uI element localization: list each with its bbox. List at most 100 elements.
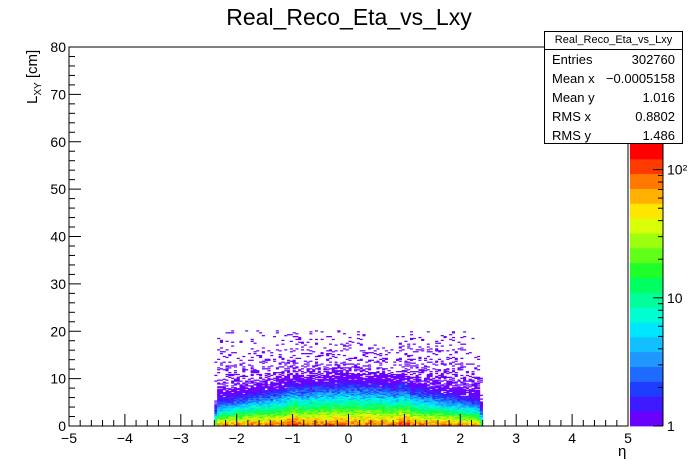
- heatmap-cell: [242, 382, 245, 383]
- heatmap-cell: [452, 374, 455, 375]
- heatmap-cell: [251, 365, 254, 366]
- heatmap-cell: [362, 352, 365, 353]
- heatmap-cell: [315, 364, 318, 365]
- heatmap-cell: [449, 388, 452, 389]
- heatmap-cell: [399, 371, 402, 372]
- heatmap-cell: [309, 375, 312, 376]
- heatmap-cell: [396, 374, 399, 375]
- heatmap-cell: [343, 362, 346, 363]
- heatmap-cell: [273, 359, 276, 360]
- heatmap-cell: [226, 390, 229, 391]
- heatmap-cell: [441, 393, 444, 394]
- heatmap-cell: [374, 357, 377, 358]
- heatmap-cell: [418, 377, 421, 378]
- heatmap-cell: [416, 366, 419, 367]
- heatmap-cell: [449, 339, 452, 340]
- heatmap-cell: [321, 377, 324, 378]
- heatmap-cell: [349, 345, 352, 346]
- heatmap-cell: [284, 364, 287, 365]
- heatmap-cell: [390, 379, 393, 380]
- heatmap-cell: [349, 367, 352, 368]
- heatmap-cell: [446, 350, 449, 351]
- heatmap-cell: [217, 372, 220, 373]
- heatmap-cell: [312, 373, 315, 374]
- heatmap-cell: [410, 371, 413, 372]
- heatmap-cell: [287, 370, 290, 371]
- heatmap-cell: [432, 380, 435, 381]
- heatmap-cell: [312, 369, 315, 370]
- heatmap-cell: [365, 376, 368, 377]
- heatmap-cell: [293, 332, 296, 333]
- heatmap-cell: [220, 395, 223, 396]
- heatmap-cell: [256, 370, 259, 371]
- heatmap-cell: [424, 378, 427, 379]
- heatmap-cell: [267, 350, 270, 351]
- heatmap-cell: [396, 352, 399, 353]
- heatmap-cell: [231, 352, 234, 353]
- heatmap-cell: [284, 376, 287, 377]
- heatmap-cell: [449, 345, 452, 346]
- heatmap-cell: [438, 385, 441, 386]
- heatmap-cell: [430, 390, 433, 391]
- heatmap-cell: [326, 381, 329, 382]
- heatmap-cell: [315, 381, 318, 382]
- heatmap-cell: [346, 359, 349, 360]
- heatmap-cell: [343, 348, 346, 349]
- heatmap-cell: [452, 362, 455, 363]
- heatmap-cell: [329, 376, 332, 377]
- heatmap-cell: [368, 352, 371, 353]
- heatmap-cell: [312, 365, 315, 366]
- heatmap-cell: [217, 380, 220, 381]
- heatmap-cell: [404, 376, 407, 377]
- heatmap-cell: [267, 359, 270, 360]
- heatmap-cell: [242, 385, 245, 386]
- heatmap-cell: [365, 365, 368, 366]
- heatmap-cell: [452, 337, 455, 338]
- heatmap-cell: [427, 366, 430, 367]
- heatmap-cell: [226, 332, 229, 333]
- heatmap-cell: [413, 338, 416, 339]
- heatmap-cell: [217, 369, 220, 370]
- heatmap-cell: [267, 373, 270, 374]
- heatmap-cell: [231, 330, 234, 331]
- heatmap-cell: [418, 379, 421, 380]
- heatmap-cell: [253, 343, 256, 344]
- heatmap-cell: [432, 378, 435, 379]
- heatmap-cell: [416, 375, 419, 376]
- heatmap-cell: [452, 365, 455, 366]
- heatmap-cell: [234, 352, 237, 353]
- heatmap-cell: [410, 365, 413, 366]
- heatmap-cell: [265, 377, 268, 378]
- heatmap-cell: [220, 380, 223, 381]
- heatmap-cell: [323, 347, 326, 348]
- heatmap-cell: [284, 370, 287, 371]
- heatmap-cell: [251, 374, 254, 375]
- heatmap-cell: [242, 356, 245, 357]
- heatmap-cell: [239, 341, 242, 342]
- heatmap-cell: [312, 378, 315, 379]
- heatmap-cell: [248, 360, 251, 361]
- heatmap-cell: [293, 370, 296, 371]
- heatmap-cell: [315, 330, 318, 331]
- heatmap-cell: [270, 365, 273, 366]
- heatmap-cell: [407, 359, 410, 360]
- heatmap-cell: [290, 341, 293, 342]
- heatmap-cell: [290, 365, 293, 366]
- heatmap-cell: [276, 349, 279, 350]
- heatmap-cell: [326, 371, 329, 372]
- heatmap-cell: [329, 368, 332, 369]
- heatmap-cell: [234, 374, 237, 375]
- heatmap-cell: [279, 366, 282, 367]
- heatmap-cell: [332, 378, 335, 379]
- heatmap-cell: [424, 370, 427, 371]
- heatmap-cell: [298, 383, 301, 384]
- heatmap-cell: [256, 350, 259, 351]
- heatmap-cell: [265, 368, 268, 369]
- heatmap-cell: [446, 390, 449, 391]
- heatmap-cell: [326, 367, 329, 368]
- heatmap-cell: [435, 389, 438, 390]
- heatmap-cell: [318, 374, 321, 375]
- heatmap-cell: [382, 360, 385, 361]
- heatmap-cell: [298, 337, 301, 338]
- heatmap-cell: [379, 363, 382, 364]
